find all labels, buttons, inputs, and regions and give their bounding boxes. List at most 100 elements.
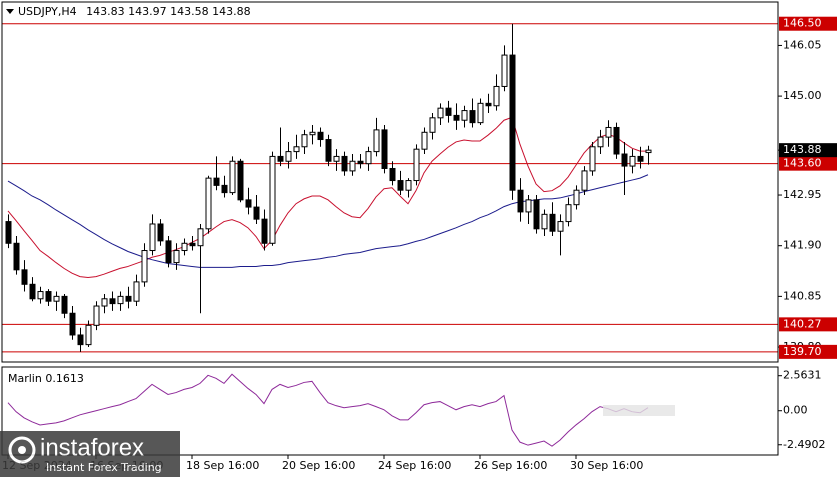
candle-body — [573, 189, 580, 206]
candle-body — [557, 221, 564, 232]
candle-body — [253, 206, 260, 220]
candle-body — [165, 240, 172, 264]
candle-body — [349, 160, 356, 172]
candle-body — [109, 298, 116, 305]
menu-triangle — [6, 9, 14, 14]
candle-body — [437, 107, 444, 119]
x-tick-label: 24 Sep 16:00 — [378, 459, 451, 472]
candle-body — [645, 149, 652, 154]
x-tick-label: 18 Sep 16:00 — [186, 459, 259, 472]
indicator-title: Marlin 0.1613 — [8, 372, 84, 385]
candle-body — [533, 199, 540, 230]
level-label-box — [779, 317, 837, 332]
y-tick-label: 2.5631 — [783, 369, 822, 382]
candle-body — [605, 126, 612, 138]
candle-body — [637, 155, 644, 162]
candle-body — [261, 218, 268, 244]
candle-body — [101, 298, 108, 307]
candle-body — [205, 177, 212, 230]
candle-body — [141, 250, 148, 283]
symbol: USDJPY,H4 — [18, 5, 77, 18]
level-label: 139.70 — [783, 345, 822, 358]
low: 143.58 — [170, 5, 209, 18]
x-tick-label: 20 Sep 16:00 — [282, 459, 355, 472]
candle-body — [93, 305, 100, 326]
candle-body — [301, 134, 308, 148]
candle-body — [197, 228, 204, 247]
candle-body — [29, 283, 36, 300]
level-label: 143.60 — [783, 157, 822, 170]
candle-body — [413, 148, 420, 182]
candle-body — [157, 223, 164, 242]
candle-body — [613, 126, 620, 155]
level-label: 140.27 — [783, 317, 822, 330]
candle-body — [397, 180, 404, 191]
candle-body — [173, 250, 180, 264]
candle-body — [389, 167, 396, 182]
candle-body — [77, 334, 84, 346]
high: 143.97 — [128, 5, 167, 18]
candle-body — [37, 291, 44, 300]
candle-body — [341, 155, 348, 172]
candle-body — [21, 269, 28, 285]
candle-body — [429, 117, 436, 133]
y-tick-label: 0.00 — [783, 404, 808, 417]
candle-body — [445, 107, 452, 116]
indicator-box — [603, 405, 675, 416]
open: 143.83 — [86, 5, 125, 18]
y-tick-label: 145.00 — [783, 89, 822, 102]
candle-body — [501, 54, 508, 87]
candle-body — [453, 114, 460, 121]
level-label: 146.50 — [783, 17, 822, 30]
candle-body — [621, 153, 628, 167]
candle-body — [469, 110, 476, 124]
candle-body — [149, 223, 156, 252]
watermark-brand: instaforex — [40, 434, 144, 461]
candle-body — [549, 213, 556, 232]
candle-body — [45, 291, 52, 302]
candle-body — [317, 131, 324, 141]
candle-body — [509, 54, 516, 191]
watermark-logo — [8, 436, 36, 464]
candle-body — [541, 213, 548, 230]
candle-body — [117, 295, 124, 305]
candle-body — [269, 155, 276, 244]
candle-body — [245, 199, 252, 208]
indicator-line — [7, 373, 649, 447]
last-price-box — [779, 143, 837, 158]
candle-body — [53, 295, 60, 302]
level-label-box — [779, 344, 837, 359]
candle-body — [189, 242, 196, 247]
main-frame — [1, 1, 779, 363]
candle-body — [525, 199, 532, 213]
candle-body — [581, 170, 588, 191]
indicator-frame — [1, 366, 779, 456]
candle-body — [461, 110, 468, 121]
candle-body — [421, 131, 428, 150]
candle-body — [125, 295, 132, 302]
candle-body — [477, 102, 484, 124]
candle-body — [69, 312, 76, 336]
y-tick-label: 140.85 — [783, 289, 822, 302]
x-tick-label: 26 Sep 16:00 — [474, 459, 547, 472]
level-label-box — [779, 16, 837, 31]
candle-body — [357, 160, 364, 165]
candle-body — [277, 155, 284, 162]
candle-body — [517, 189, 524, 213]
candle-body — [293, 146, 300, 153]
candle-body — [373, 129, 380, 153]
y-tick-label: 146.05 — [783, 38, 822, 51]
candle-body — [61, 295, 68, 314]
close: 143.88 — [212, 5, 251, 18]
y-tick-label: 142.95 — [783, 188, 822, 201]
header: USDJPY,H4 143.83 143.97 143.58 143.88 — [18, 5, 251, 18]
candle-body — [181, 242, 188, 252]
candle-body — [381, 129, 388, 169]
watermark-box — [0, 431, 180, 477]
moving-average — [7, 116, 648, 279]
y-tick-label: 141.90 — [783, 239, 822, 252]
x-tick-label: 30 Sep 16:00 — [570, 459, 643, 472]
last-price-label: 143.88 — [783, 143, 822, 156]
